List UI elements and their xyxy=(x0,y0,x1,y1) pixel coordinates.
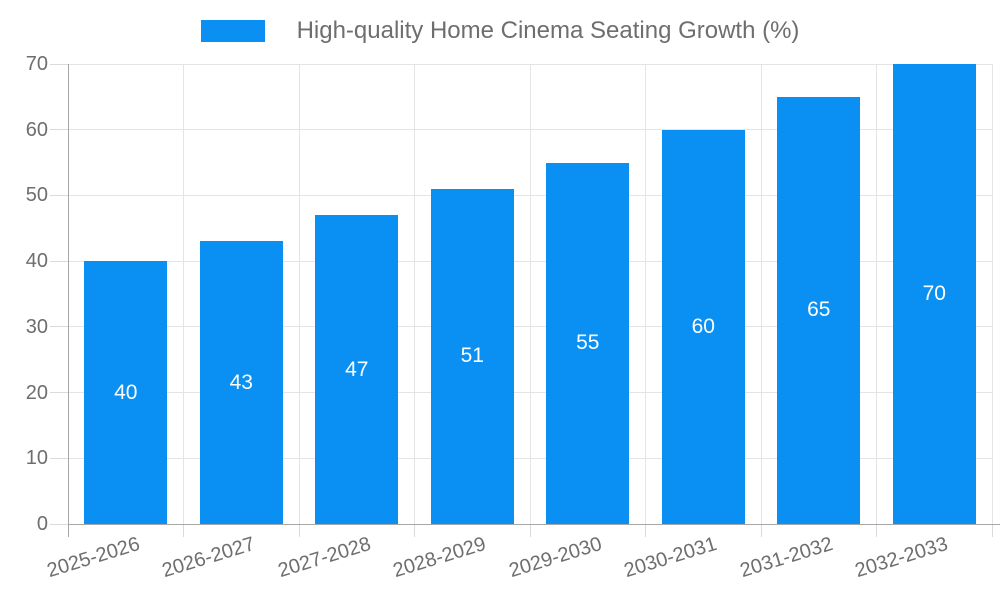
y-axis-line xyxy=(67,64,69,537)
bar[interactable] xyxy=(892,64,976,524)
x-gridline xyxy=(529,64,531,524)
y-tick-mark xyxy=(50,326,68,328)
bar-value-label: 40 xyxy=(114,380,138,404)
y-tick-mark xyxy=(50,457,68,459)
y-tick-mark xyxy=(50,523,68,525)
bar-value-label: 65 xyxy=(807,298,831,322)
y-axis-tick-label: 60 xyxy=(25,118,48,141)
x-tick-mark xyxy=(298,524,300,537)
x-gridline xyxy=(645,64,646,524)
x-tick-mark xyxy=(991,524,993,537)
bar-value-label: 70 xyxy=(922,282,946,305)
bar-value-label: 55 xyxy=(576,331,600,355)
bar[interactable] xyxy=(546,162,630,524)
y-tick-mark xyxy=(50,129,68,131)
legend: High-quality Home Cinema Seating Growth … xyxy=(0,16,1000,46)
y-tick-mark xyxy=(50,260,68,262)
x-tick-mark xyxy=(183,524,184,537)
x-tick-mark xyxy=(414,524,415,537)
x-axis-line xyxy=(68,523,1000,525)
legend-swatch xyxy=(200,20,265,42)
y-axis-tick-label: 70 xyxy=(25,53,48,75)
x-axis-tick-label: 2029-2030 xyxy=(506,533,605,583)
x-axis-tick-label: 2025-2026 xyxy=(44,533,143,583)
legend-label: High-quality Home Cinema Seating Growth … xyxy=(296,17,800,44)
x-gridline xyxy=(760,64,762,524)
y-axis-tick-label: 10 xyxy=(25,447,48,470)
bar[interactable] xyxy=(430,188,514,524)
y-tick-mark xyxy=(50,194,68,196)
x-gridline xyxy=(183,64,184,524)
bar-value-label: 47 xyxy=(345,357,369,381)
y-tick-mark xyxy=(50,392,68,394)
y-axis-tick-label: 0 xyxy=(36,513,48,535)
x-axis-tick-label: 2030-2031 xyxy=(621,533,720,583)
bar-value-label: 43 xyxy=(229,370,253,394)
legend-item[interactable]: High-quality Home Cinema Seating Growth … xyxy=(200,16,800,46)
y-tick-mark xyxy=(50,63,68,65)
x-axis-tick-label: 2028-2029 xyxy=(390,533,489,583)
x-tick-mark xyxy=(645,524,646,537)
y-axis-tick-label: 30 xyxy=(25,315,48,338)
bar[interactable] xyxy=(199,241,283,524)
x-tick-mark xyxy=(760,524,762,537)
x-axis-tick-label: 2027-2028 xyxy=(275,533,374,583)
bar-value-label: 60 xyxy=(691,314,715,338)
x-tick-mark xyxy=(529,524,531,537)
y-axis-tick-label: 40 xyxy=(25,250,48,273)
x-gridline xyxy=(298,64,300,524)
x-axis-tick-label: 2026-2027 xyxy=(159,533,258,583)
x-gridline xyxy=(876,64,877,524)
x-axis-tick-label: 2031-2032 xyxy=(737,533,836,583)
x-gridline xyxy=(991,64,993,524)
bar[interactable] xyxy=(661,129,745,524)
x-gridline xyxy=(414,64,415,524)
bar[interactable] xyxy=(315,215,399,524)
x-axis-tick-label: 2032-2033 xyxy=(852,533,951,583)
y-axis-tick-label: 20 xyxy=(25,381,48,404)
bar[interactable] xyxy=(777,96,861,524)
bar[interactable] xyxy=(84,261,168,524)
y-axis-tick-label: 50 xyxy=(25,184,48,207)
x-tick-mark xyxy=(876,524,877,537)
bar-value-label: 51 xyxy=(460,344,484,368)
